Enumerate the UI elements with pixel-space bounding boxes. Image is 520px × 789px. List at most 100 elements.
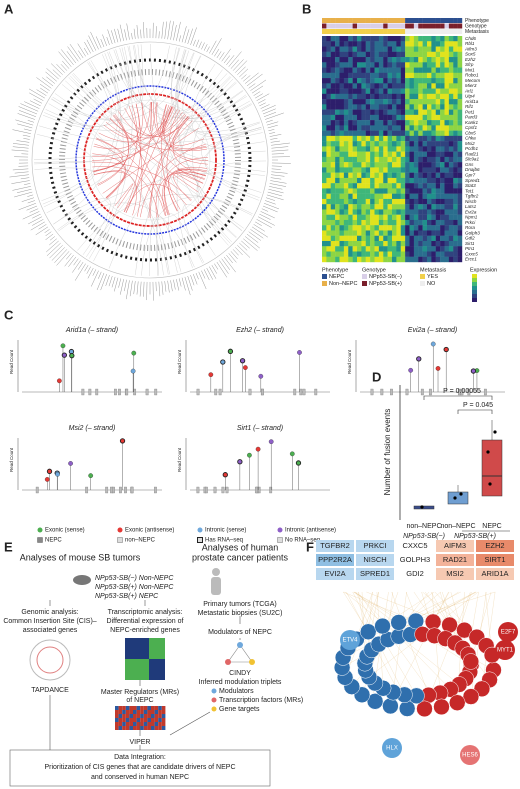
label-tick [26, 205, 38, 211]
label-tick [18, 203, 37, 211]
cell [125, 706, 130, 710]
cell [147, 722, 151, 726]
label-tick [161, 281, 164, 295]
heat-cell [387, 204, 393, 210]
cell [136, 714, 141, 718]
heat-cell [339, 156, 345, 163]
heat-cell [405, 78, 410, 84]
heat-cell [435, 125, 441, 131]
link [43, 53, 119, 208]
cell [122, 726, 126, 730]
label-tick [230, 251, 238, 260]
heat-cell [400, 99, 406, 105]
heat-cell [400, 172, 406, 179]
heat-cell [413, 177, 419, 184]
heat-cell [405, 41, 410, 47]
heat-cell [435, 57, 441, 63]
heat-cell [427, 193, 432, 200]
heat-cell [383, 109, 388, 116]
label-tick [214, 263, 219, 270]
heat-cell [413, 114, 419, 121]
cell [154, 718, 159, 722]
heat-cell [383, 104, 388, 110]
heat-cell [357, 235, 362, 242]
heat-cell [435, 120, 441, 126]
gene-label: Ezh2 [465, 57, 476, 62]
legend-swatch [322, 281, 327, 286]
label-tick [243, 75, 251, 82]
heat-cell [326, 109, 331, 116]
heat-cell [339, 141, 345, 147]
heat-cell [378, 62, 384, 68]
heat-cell [409, 78, 415, 84]
heat-cell [453, 240, 458, 247]
heat-cell [365, 57, 371, 63]
cell [125, 673, 129, 677]
label-tick [136, 281, 139, 295]
link [45, 61, 112, 127]
heat-cell [409, 156, 415, 163]
link [73, 47, 130, 112]
annotation-cell [374, 29, 380, 34]
node [424, 613, 442, 631]
legend-title: Genotype [362, 267, 386, 273]
heat-cell [396, 193, 401, 200]
heat-cell [378, 36, 384, 42]
cell [137, 645, 141, 649]
label-tick [49, 236, 56, 241]
heat-cell [440, 141, 445, 147]
cell [161, 655, 165, 659]
annotation-cell [440, 18, 445, 23]
chord [124, 107, 190, 137]
heat-cell [383, 135, 388, 142]
heat-cell [339, 246, 345, 252]
heat-cell [422, 83, 428, 89]
heat-cell [339, 109, 345, 116]
heat-cell [396, 114, 401, 121]
heat-cell [383, 36, 388, 42]
heat-cell [409, 193, 415, 200]
label-tick [255, 93, 263, 99]
cell [125, 659, 129, 663]
heat-cell [365, 219, 371, 226]
ring [89, 99, 211, 221]
heat-cell [400, 230, 406, 236]
heat-cell [405, 240, 410, 247]
heat-cell [453, 83, 458, 89]
heat-cell [330, 141, 336, 147]
heat-cell [365, 188, 371, 194]
heat-cell [392, 235, 397, 242]
heat-cell [440, 225, 445, 231]
heat-cell [339, 188, 345, 194]
heat-cell [326, 225, 331, 231]
heat-cell [361, 67, 366, 73]
cell [145, 638, 149, 642]
gene-label: Aifm3 [464, 46, 477, 51]
heat-cell [383, 209, 388, 215]
cell [122, 714, 126, 718]
heat-cell [422, 188, 428, 194]
heat-cell [413, 88, 419, 95]
heat-cell [413, 72, 419, 79]
cell [125, 648, 129, 652]
label-tick [14, 191, 33, 198]
heat-cell [435, 151, 441, 158]
label-tick [176, 21, 181, 41]
gene-box [396, 540, 434, 552]
heat-cell [413, 151, 419, 158]
heat-cell [348, 219, 353, 226]
heat-cell [387, 177, 393, 184]
heat-cell [431, 88, 436, 95]
heat-cell [453, 230, 458, 236]
heat-cell [357, 41, 362, 47]
heat-cell [435, 72, 441, 79]
heat-cell [361, 188, 366, 194]
annotation-cell [335, 23, 340, 29]
label-tick [41, 77, 54, 87]
legend-swatch [420, 274, 425, 279]
heat-cell [339, 251, 345, 257]
axis-label: Read Count [9, 349, 14, 374]
heat-cell [435, 83, 441, 89]
heat-cell [361, 88, 366, 95]
heat-cell [396, 204, 401, 210]
